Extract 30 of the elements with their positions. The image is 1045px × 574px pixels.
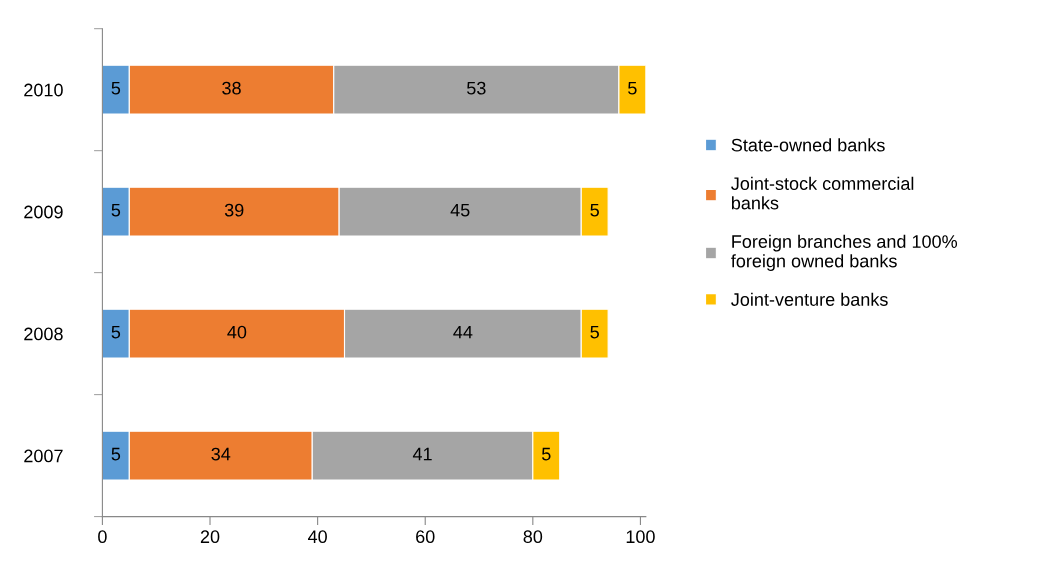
legend-label: State-owned banks [731,138,885,152]
data-label: 5 [111,325,121,339]
data-label: 41 [412,447,432,461]
legend-label: Foreign branches and 100% foreign owned banks [731,234,958,271]
y-tick-label: 2007 [24,449,63,463]
data-label: 5 [111,203,121,217]
data-label: 5 [111,447,121,461]
data-label: 5 [541,447,551,461]
data-label: 5 [590,325,599,339]
data-label: 34 [211,447,231,461]
x-tick-label: 60 [416,530,435,544]
y-tick-label: 2008 [24,327,63,341]
x-tick-label: 80 [523,530,543,544]
data-label: 44 [453,325,473,339]
x-tick-label: 40 [307,530,327,544]
data-label: 45 [450,203,470,217]
data-label: 5 [628,81,637,95]
data-label: 5 [111,81,121,95]
data-label: 40 [227,325,247,339]
data-label: 39 [224,203,244,217]
x-tick-label: 0 [98,530,107,544]
x-tick-label: 100 [626,530,655,544]
x-tick-label: 20 [200,530,220,544]
data-label: 38 [222,81,241,95]
legend-label: Joint-stock commercial banks [731,176,914,210]
y-tick-label: 2009 [24,205,63,219]
data-label: 5 [590,203,599,217]
legend-label: Joint-venture banks [731,292,888,306]
y-tick-label: 2010 [24,83,63,97]
data-label: 53 [467,81,486,95]
